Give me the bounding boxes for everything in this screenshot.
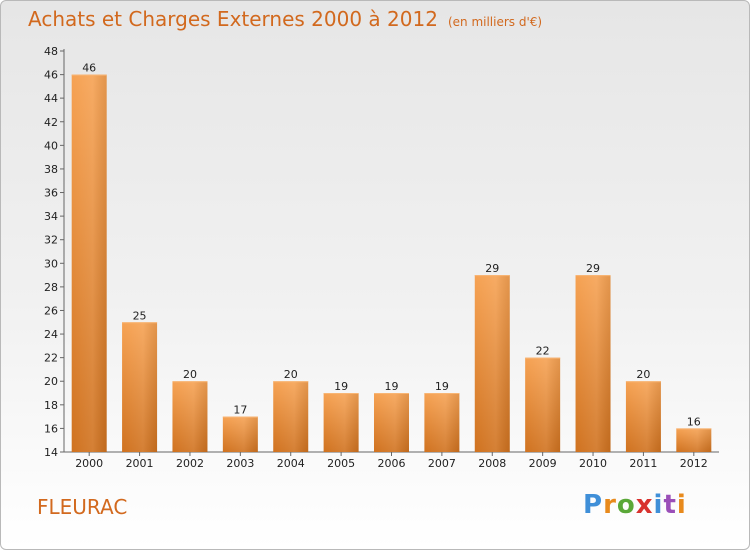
y-tick-label: 38 [44,163,58,176]
y-tick-label: 48 [44,45,58,58]
y-tick-label: 32 [44,234,58,247]
logo-letter: i [653,490,664,520]
title-unit: (en milliers d'€) [447,15,543,29]
x-tick-label: 2006 [378,457,406,470]
y-tick-label: 30 [44,257,58,270]
bar-shading [71,74,107,453]
x-tick-label: 2007 [428,457,456,470]
y-tick-label: 18 [44,399,58,412]
y-tick-label: 28 [44,281,58,294]
x-tick-label: 2010 [579,457,607,470]
data-label: 17 [233,404,247,417]
bar-shading [323,393,359,452]
y-tick-label: 34 [44,210,58,223]
bar-shading [525,357,561,452]
title-text: Achats et Charges Externes 2000 à 2012 [28,7,438,31]
bar-shading [172,381,208,452]
y-tick-label: 42 [44,116,58,129]
logo-letter: P [583,490,604,520]
y-tick-label: 46 [44,69,58,82]
y-tick-label: 22 [44,352,58,365]
data-label: 25 [133,309,147,322]
data-label: 29 [485,262,499,275]
bar-shading [273,381,309,452]
proxiti-logo: Proxiti [583,490,687,520]
y-tick-label: 40 [44,139,58,152]
bar-shading [575,275,611,452]
bar-shading [474,275,510,452]
y-tick-label: 16 [44,422,58,435]
x-tick-label: 2003 [226,457,254,470]
x-tick-label: 2002 [176,457,204,470]
data-label: 46 [82,62,96,75]
logo-letter: r [603,490,617,520]
data-label: 19 [334,380,348,393]
x-tick-label: 2011 [629,457,657,470]
axes: 14 16 18 20 22 24 26 28 30 32 34 36 38 40 42 44 46 48 2000… [44,45,719,470]
x-tick-label: 2005 [327,457,355,470]
bar-shading [676,428,712,452]
bars: 46 25 20 17 20 19 19 19 29 22 29 20 16 [71,62,712,453]
x-tick-label: 2000 [75,457,103,470]
x-tick-label: 2012 [680,457,708,470]
data-label: 16 [687,415,701,428]
logo-letter: i [676,490,687,520]
logo-letter: o [616,490,636,520]
bar-shading [222,416,258,452]
y-tick-label: 26 [44,304,58,317]
data-label: 20 [183,368,197,381]
logo-letter: t [663,490,677,520]
y-tick-label: 36 [44,187,58,200]
data-label: 20 [284,368,298,381]
logo-letter: x [635,490,654,520]
data-label: 19 [385,380,399,393]
data-label: 19 [435,380,449,393]
x-tick-label: 2008 [478,457,506,470]
y-tick-label: 24 [44,328,58,341]
bar-shading [122,322,158,452]
x-tick-label: 2004 [277,457,305,470]
x-tick-label: 2009 [529,457,557,470]
y-tick-label: 44 [44,92,58,105]
x-tick-label: 2001 [126,457,154,470]
data-label: 29 [586,262,600,275]
y-tick-label: 14 [44,446,58,459]
town-name: FLEURAC [37,495,128,519]
data-label: 20 [636,368,650,381]
bar-shading [374,393,409,452]
data-label: 22 [536,345,550,358]
bar-shading [625,381,661,452]
chart-title: Achats et Charges Externes 2000 à 2012 (e… [28,7,542,31]
bar-shading [424,393,460,452]
y-tick-label: 20 [44,375,58,388]
